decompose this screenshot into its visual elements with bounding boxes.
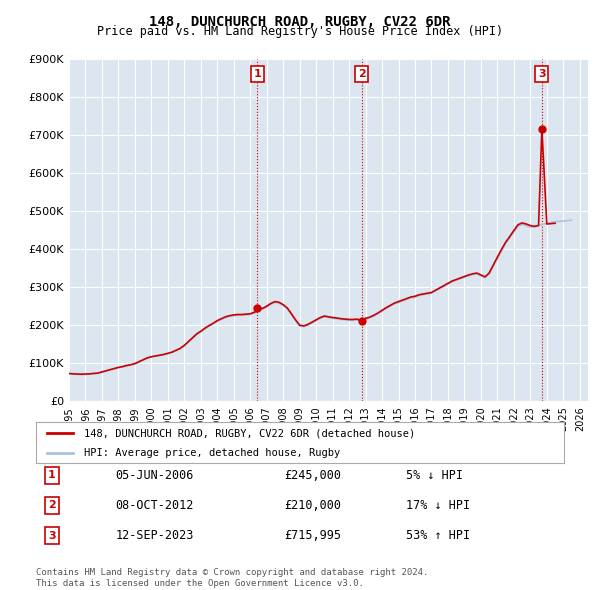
Text: 08-OCT-2012: 08-OCT-2012 bbox=[115, 499, 194, 512]
Text: 2: 2 bbox=[48, 500, 56, 510]
Text: £715,995: £715,995 bbox=[284, 529, 341, 542]
Text: £245,000: £245,000 bbox=[284, 468, 341, 482]
Text: 12-SEP-2023: 12-SEP-2023 bbox=[115, 529, 194, 542]
Text: 3: 3 bbox=[48, 530, 56, 540]
Text: 53% ↑ HPI: 53% ↑ HPI bbox=[406, 529, 470, 542]
Text: 1: 1 bbox=[48, 470, 56, 480]
Text: £210,000: £210,000 bbox=[284, 499, 341, 512]
Text: 17% ↓ HPI: 17% ↓ HPI bbox=[406, 499, 470, 512]
Text: 5% ↓ HPI: 5% ↓ HPI bbox=[406, 468, 463, 482]
Text: This data is licensed under the Open Government Licence v3.0.: This data is licensed under the Open Gov… bbox=[36, 579, 364, 588]
Text: Contains HM Land Registry data © Crown copyright and database right 2024.: Contains HM Land Registry data © Crown c… bbox=[36, 568, 428, 576]
Text: 3: 3 bbox=[538, 69, 545, 79]
Text: 148, DUNCHURCH ROAD, RUGBY, CV22 6DR: 148, DUNCHURCH ROAD, RUGBY, CV22 6DR bbox=[149, 15, 451, 29]
Text: 2: 2 bbox=[358, 69, 365, 79]
Text: 1: 1 bbox=[253, 69, 261, 79]
Text: 05-JUN-2006: 05-JUN-2006 bbox=[115, 468, 194, 482]
Text: HPI: Average price, detached house, Rugby: HPI: Average price, detached house, Rugb… bbox=[83, 448, 340, 458]
Text: Price paid vs. HM Land Registry's House Price Index (HPI): Price paid vs. HM Land Registry's House … bbox=[97, 25, 503, 38]
Text: 148, DUNCHURCH ROAD, RUGBY, CV22 6DR (detached house): 148, DUNCHURCH ROAD, RUGBY, CV22 6DR (de… bbox=[83, 428, 415, 438]
